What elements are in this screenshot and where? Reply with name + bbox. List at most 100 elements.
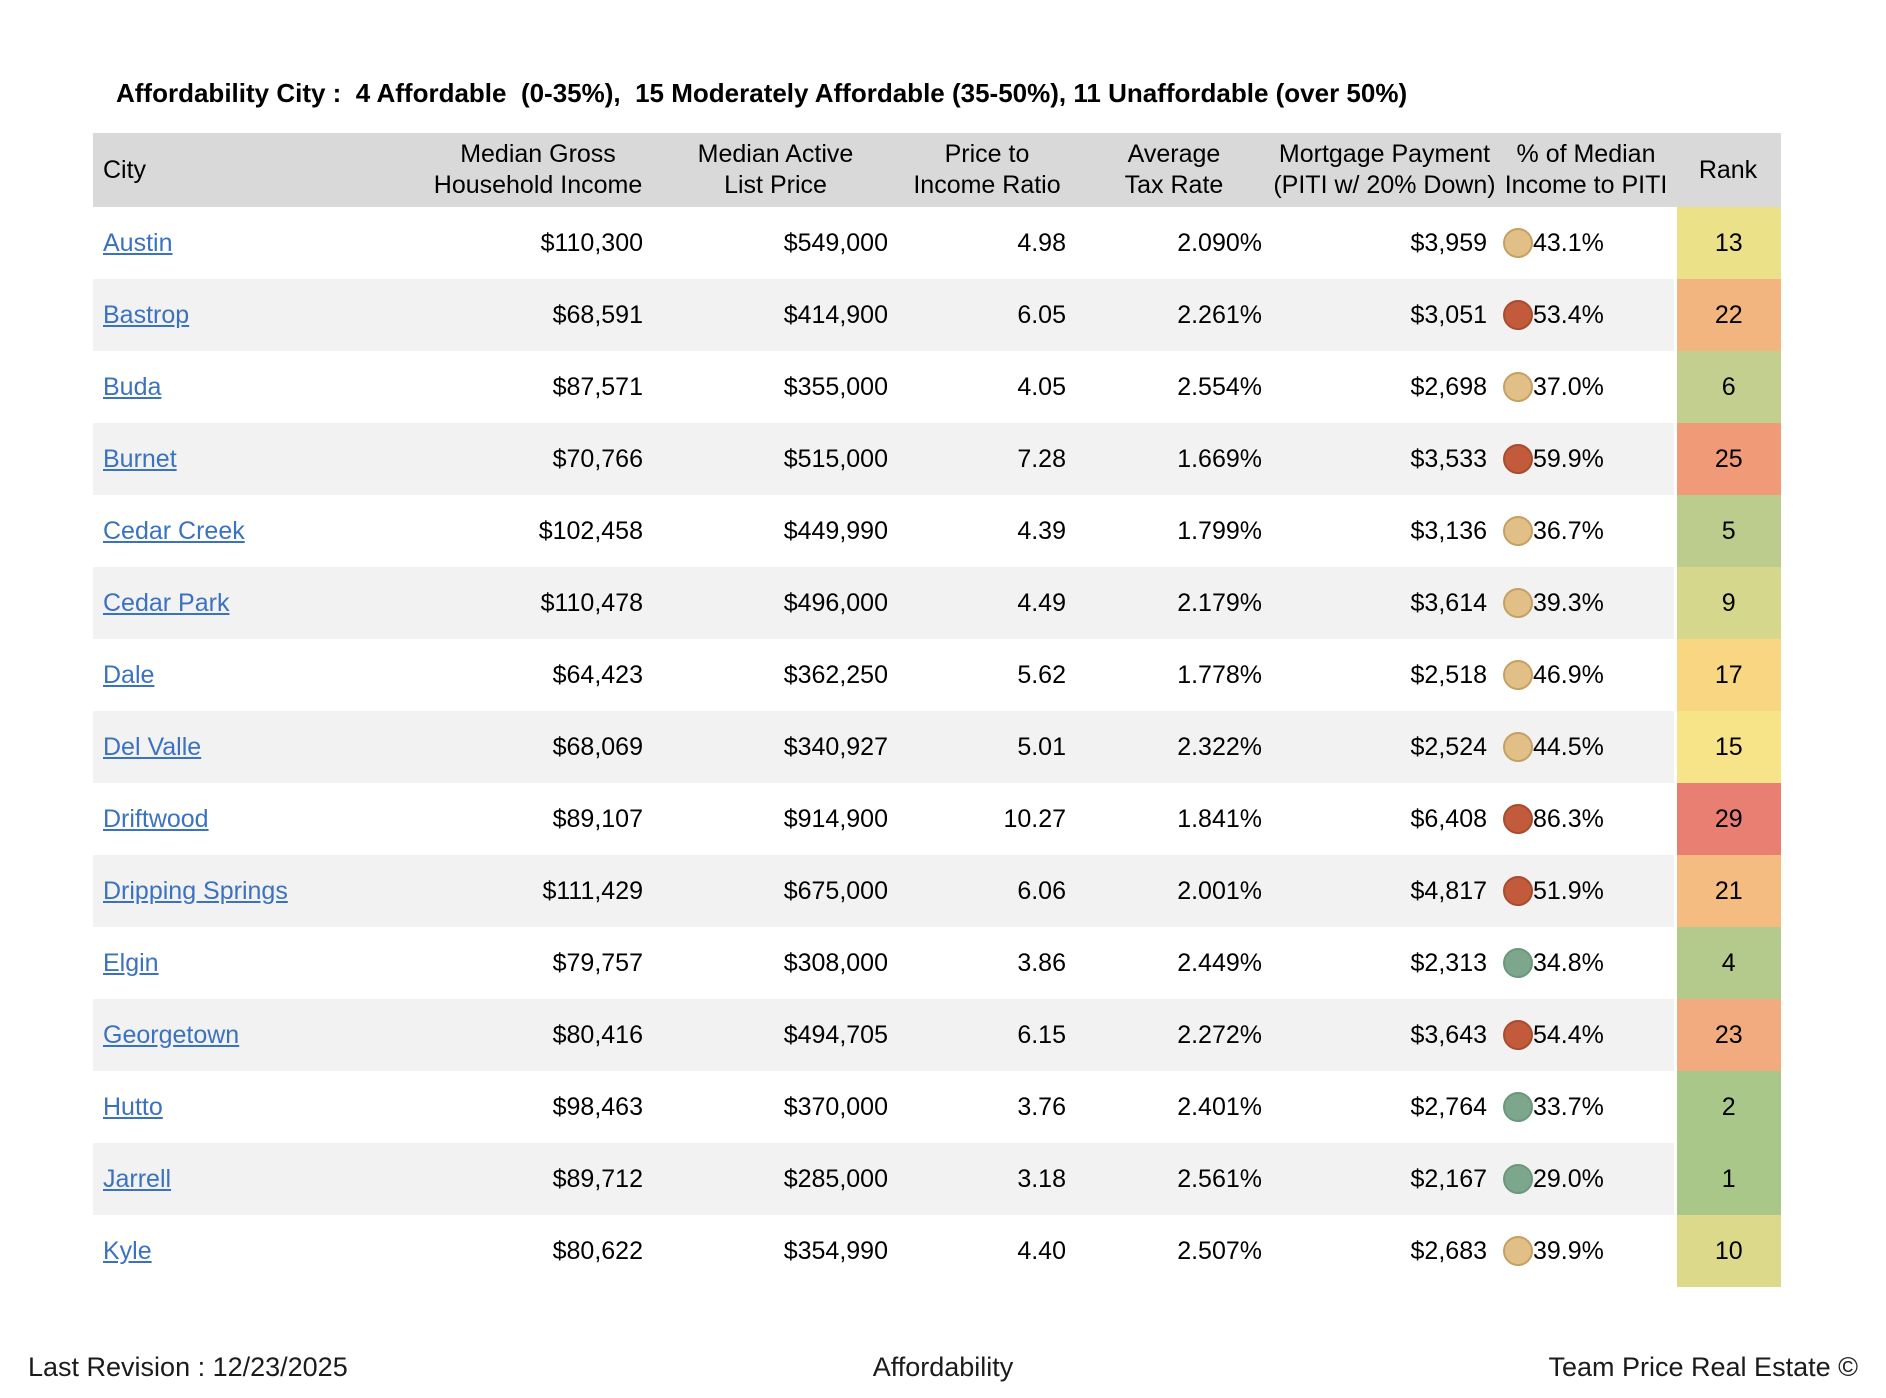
list-price-cell: $449,990 <box>783 516 888 545</box>
list-price-cell: $549,000 <box>783 228 888 257</box>
price-to-income-cell: 3.76 <box>1017 1092 1066 1121</box>
list-price-cell: $494,705 <box>653 999 898 1071</box>
table-row: Bastrop $68,591 $414,900 6.05 2.261% $3,051 53… <box>93 279 1781 351</box>
city-link[interactable]: Austin <box>103 228 173 257</box>
tax-rate-cell: 2.272% <box>1076 999 1272 1071</box>
piti-percent-cell: 53.4% <box>1497 279 1675 351</box>
city-link[interactable]: Del Valle <box>103 732 202 761</box>
price-to-income-cell: 6.15 <box>898 999 1076 1071</box>
mortgage-payment-cell: $3,051 <box>1272 279 1497 351</box>
piti-percent-cell: 39.3% <box>1497 567 1675 639</box>
city-link[interactable]: Buda <box>103 372 162 401</box>
piti-wrap: 44.5% <box>1497 732 1674 762</box>
tax-rate-cell: 2.179% <box>1076 567 1272 639</box>
piti-wrap: 39.9% <box>1497 1236 1674 1266</box>
price-to-income-cell: 7.28 <box>898 423 1076 495</box>
city-link[interactable]: Hutto <box>103 1092 163 1121</box>
mortgage-payment-cell: $4,817 <box>1272 855 1497 927</box>
city-link[interactable]: Georgetown <box>103 1020 240 1049</box>
list-price-cell: $362,250 <box>783 660 888 689</box>
moderate-dot-icon <box>1503 732 1533 762</box>
income-cell: $80,416 <box>423 999 653 1071</box>
header-payment-line1: Mortgage Payment <box>1278 140 1491 168</box>
table-row: Burnet $70,766 $515,000 7.28 1.669% $3,533 59.… <box>93 423 1781 495</box>
income-cell: $79,757 <box>552 948 643 977</box>
header-piti-pct-line1: % of Median <box>1516 140 1656 168</box>
city-link[interactable]: Cedar Park <box>103 588 230 617</box>
piti-percent-cell: 39.9% <box>1497 1215 1675 1287</box>
mortgage-payment-cell: $3,614 <box>1272 567 1497 639</box>
income-cell: $80,622 <box>552 1236 643 1265</box>
header-list-price-line2: List Price <box>724 171 827 199</box>
piti-wrap: 43.1% <box>1497 228 1674 258</box>
city-cell: Cedar Creek <box>93 495 423 567</box>
city-cell: Dripping Springs <box>93 855 423 927</box>
mortgage-payment-cell: $2,764 <box>1410 1092 1487 1121</box>
header-list-price-line1: Median Active <box>697 140 854 168</box>
piti-wrap: 33.7% <box>1497 1092 1674 1122</box>
header-piti-pct-line2: Income to PITI <box>1504 171 1668 199</box>
list-price-cell: $285,000 <box>653 1143 898 1215</box>
tax-rate-cell: 2.001% <box>1076 855 1272 927</box>
city-link[interactable]: Jarrell <box>103 1164 172 1193</box>
mortgage-payment-cell: $2,518 <box>1410 660 1487 689</box>
list-price-cell: $370,000 <box>783 1092 888 1121</box>
piti-percent-value: 44.5% <box>1533 732 1604 761</box>
income-cell: $68,069 <box>423 711 653 783</box>
piti-percent-cell: 34.8% <box>1497 927 1675 999</box>
moderate-dot-icon <box>1503 516 1533 546</box>
mortgage-payment-cell: $2,167 <box>1272 1143 1497 1215</box>
city-link[interactable]: Burnet <box>103 444 177 473</box>
income-cell: $87,571 <box>552 372 643 401</box>
list-price-cell: $675,000 <box>653 855 898 927</box>
header-tax-line1: Average <box>1127 140 1221 168</box>
city-cell: Jarrell <box>93 1143 423 1215</box>
piti-wrap: 53.4% <box>1497 300 1674 330</box>
city-link[interactable]: Bastrop <box>103 300 190 329</box>
rank-cell: 25 <box>1673 423 1781 495</box>
income-cell: $89,712 <box>423 1143 653 1215</box>
table-row: Kyle $80,622 $354,990 4.40 2.507% $2,683 39.9%… <box>93 1215 1781 1287</box>
tax-rate-cell: 2.561% <box>1076 1143 1272 1215</box>
tax-rate-cell: 2.322% <box>1076 711 1272 783</box>
unaffordable-dot-icon <box>1503 876 1533 906</box>
table-body: Austin $110,300 $549,000 4.98 2.090% $3,959 43… <box>93 207 1781 1287</box>
table-row: Hutto $98,463 $370,000 3.76 2.401% $2,764 33.7… <box>93 1071 1781 1143</box>
table-row: Cedar Creek $102,458 $449,990 4.39 1.799% $3,… <box>93 495 1781 567</box>
city-link[interactable]: Cedar Creek <box>103 516 245 545</box>
piti-percent-cell: 46.9% <box>1497 639 1675 711</box>
header-ratio: Price to Income Ratio <box>898 133 1076 207</box>
table-row: Buda $87,571 $355,000 4.05 2.554% $2,698 37.0%… <box>93 351 1781 423</box>
table-row: Austin $110,300 $549,000 4.98 2.090% $3,959 43… <box>93 207 1781 279</box>
footer-page-name: Affordability <box>872 1352 1014 1382</box>
table-row: Jarrell $89,712 $285,000 3.18 2.561% $2,167 29… <box>93 1143 1781 1215</box>
city-link[interactable]: Driftwood <box>103 804 209 833</box>
mortgage-payment-cell: $3,136 <box>1410 516 1487 545</box>
header-rank: Rank <box>1675 133 1781 207</box>
piti-percent-value: 86.3% <box>1533 804 1604 833</box>
mortgage-payment-cell: $3,643 <box>1272 999 1497 1071</box>
tax-rate-cell: 1.799% <box>1177 516 1262 545</box>
rank-cell: 21 <box>1673 855 1781 927</box>
piti-wrap: 37.0% <box>1497 372 1674 402</box>
table-row: Driftwood $89,107 $914,900 10.27 1.841% $6,40… <box>93 783 1781 855</box>
piti-percent-cell: 54.4% <box>1497 999 1675 1071</box>
list-price-cell: $914,900 <box>783 804 888 833</box>
footer-copyright: Team Price Real Estate © <box>1548 1352 1858 1382</box>
piti-percent-value: 29.0% <box>1533 1164 1604 1193</box>
city-link[interactable]: Elgin <box>103 948 159 977</box>
piti-wrap: 46.9% <box>1497 660 1674 690</box>
list-price-cell: $354,990 <box>783 1236 888 1265</box>
piti-percent-cell: 43.1% <box>1497 207 1675 279</box>
city-link[interactable]: Dale <box>103 660 155 689</box>
price-to-income-cell: 6.05 <box>898 279 1076 351</box>
piti-percent-value: 39.9% <box>1533 1236 1604 1265</box>
city-link[interactable]: Kyle <box>103 1236 152 1265</box>
piti-percent-value: 54.4% <box>1533 1020 1604 1049</box>
footer-last-revision: Last Revision : 12/23/2025 <box>28 1352 348 1382</box>
city-link[interactable]: Dripping Springs <box>103 876 288 905</box>
price-to-income-cell: 10.27 <box>1003 804 1066 833</box>
rank-cell: 1 <box>1673 1143 1781 1215</box>
header-ratio-line2: Income Ratio <box>913 171 1061 199</box>
tax-rate-cell: 2.090% <box>1177 228 1262 257</box>
